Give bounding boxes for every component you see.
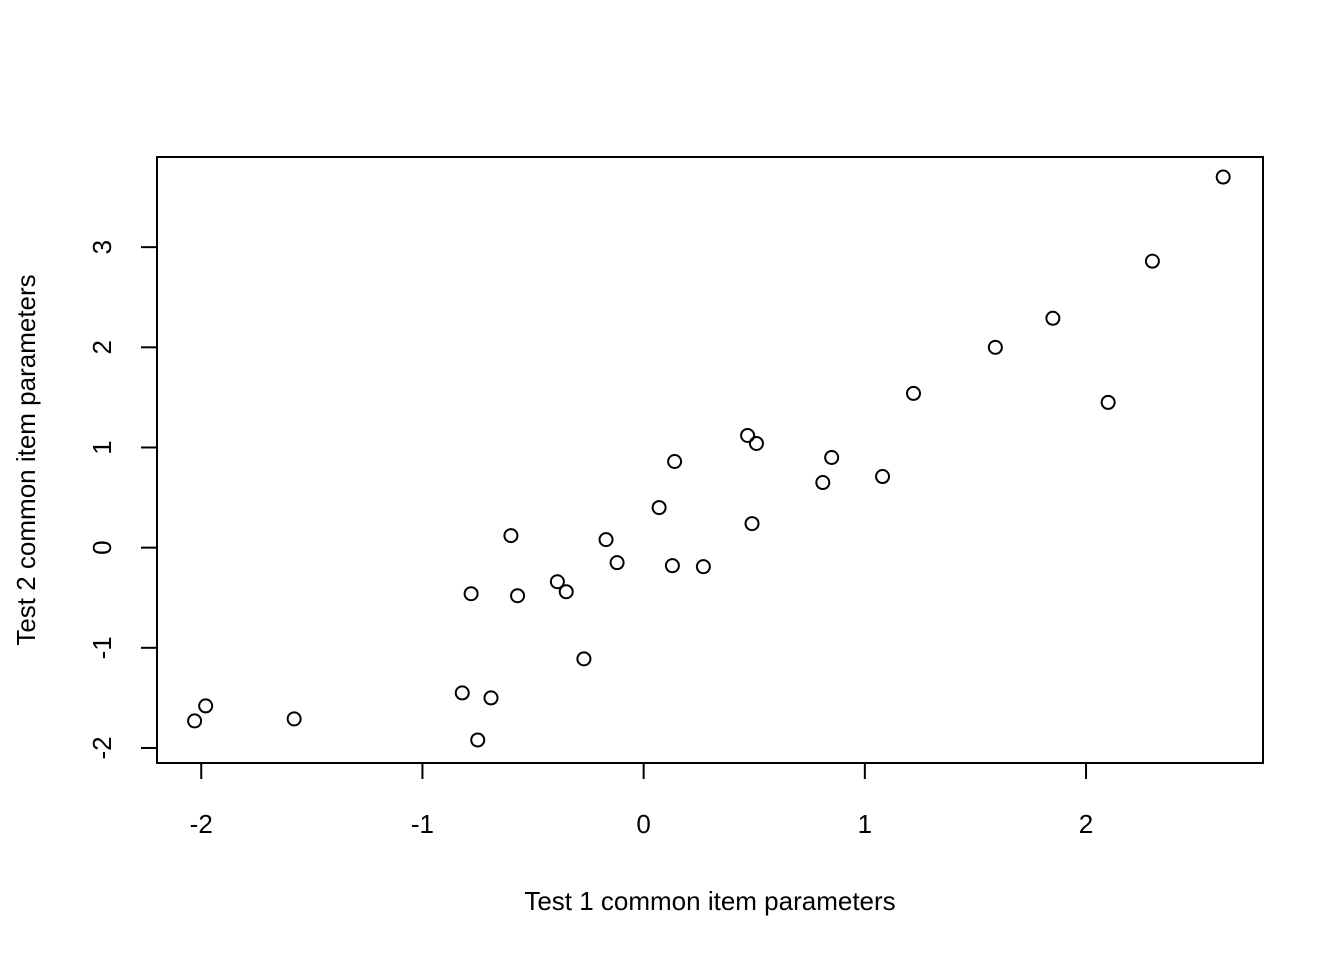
data-point [483,690,499,706]
data-point [286,711,302,727]
data-point [454,685,470,701]
y-tick-label: -2 [87,736,117,759]
y-axis-label: Test 2 common item parameters [11,274,41,645]
data-point [463,586,479,602]
x-tick-label: 2 [1079,809,1093,839]
data-point [740,427,756,443]
data-point [744,516,760,532]
data-point [824,449,840,465]
data-point [815,475,831,491]
plot-frame [156,156,1264,764]
data-point [651,500,667,516]
y-tick-label: 1 [87,440,117,454]
data-point [576,651,592,667]
data-point [906,385,922,401]
data-point [470,732,486,748]
data-point [198,698,214,714]
data-point [987,339,1003,355]
y-axis: -2 -1 0 1 2 3 [87,240,158,760]
data-point [187,713,203,729]
x-tick-label: -2 [190,809,213,839]
data-point [667,454,683,470]
data-point [1144,253,1160,269]
data-point [1215,169,1231,185]
y-tick-label: 3 [87,240,117,254]
data-point [598,532,614,548]
data-point [510,588,526,604]
data-point [695,559,711,575]
x-tick-label: 1 [858,809,872,839]
x-axis: -2 -1 0 1 2 [190,762,1093,839]
x-tick-label: -1 [411,809,434,839]
data-point [1045,310,1061,326]
x-axis-label: Test 1 common item parameters [524,886,895,916]
y-tick-label: 0 [87,540,117,554]
data-point [748,435,764,451]
data-point [875,469,891,485]
data-point [1100,394,1116,410]
data-point [503,528,519,544]
data-points [187,169,1231,748]
data-point [549,574,565,590]
x-tick-label: 0 [636,809,650,839]
data-point [664,558,680,574]
data-point [609,555,625,571]
y-tick-label: -1 [87,636,117,659]
data-point [558,584,574,600]
y-tick-label: 2 [87,340,117,354]
